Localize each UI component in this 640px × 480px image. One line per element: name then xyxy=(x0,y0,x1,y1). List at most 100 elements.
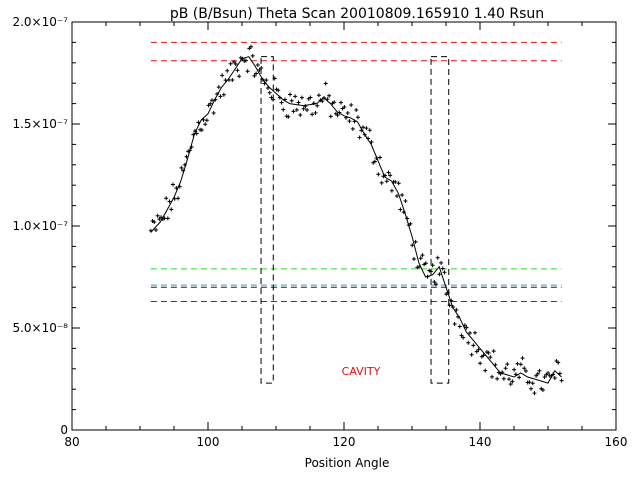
data-point xyxy=(522,366,527,371)
data-point xyxy=(478,361,483,366)
data-point xyxy=(501,376,506,381)
data-point xyxy=(349,103,354,108)
data-point xyxy=(411,256,416,261)
data-point xyxy=(221,92,226,97)
data-point xyxy=(254,71,259,76)
data-point xyxy=(527,380,532,385)
data-point xyxy=(423,261,428,266)
data-point xyxy=(503,366,508,371)
data-point xyxy=(293,94,298,99)
data-point xyxy=(259,66,264,71)
data-point xyxy=(510,379,515,384)
data-point xyxy=(413,239,418,244)
data-point xyxy=(481,353,486,358)
data-point xyxy=(235,68,240,73)
x-tick-label: 140 xyxy=(469,435,492,449)
data-point xyxy=(556,360,561,365)
data-point xyxy=(432,280,437,285)
data-point xyxy=(332,100,337,105)
data-point xyxy=(537,368,542,373)
data-point xyxy=(379,180,384,185)
data-point xyxy=(534,373,539,378)
data-point xyxy=(208,101,213,106)
data-point xyxy=(523,369,528,374)
data-point xyxy=(367,128,372,133)
data-point xyxy=(388,173,393,178)
reference-lines xyxy=(150,41,562,302)
data-point xyxy=(289,98,294,103)
data-point xyxy=(454,307,459,312)
cavity-annotation: CAVITY xyxy=(342,365,381,378)
data-point xyxy=(420,253,425,258)
y-tick-label: 1.0×10⁻⁷ xyxy=(12,219,68,233)
data-point xyxy=(467,331,472,336)
data-point xyxy=(233,61,238,66)
data-point xyxy=(165,216,170,221)
data-point xyxy=(505,362,510,367)
data-point xyxy=(400,192,405,197)
data-point xyxy=(269,95,274,100)
x-tick-label: 120 xyxy=(333,435,356,449)
cavity-region-box xyxy=(260,56,274,384)
data-point xyxy=(216,85,221,90)
data-point xyxy=(350,126,355,131)
data-point xyxy=(288,92,293,97)
data-point xyxy=(272,76,277,81)
data-point xyxy=(434,282,439,287)
data-point xyxy=(218,94,223,99)
data-point xyxy=(435,255,440,260)
data-point xyxy=(225,68,230,73)
data-point xyxy=(323,81,328,86)
data-point xyxy=(518,362,523,367)
data-point xyxy=(466,340,471,345)
chart-title: pB (B/Bsun) Theta Scan 20010809.165910 1… xyxy=(170,6,544,22)
data-point xyxy=(228,61,233,66)
data-point xyxy=(164,196,169,201)
data-point xyxy=(552,375,557,380)
data-point xyxy=(243,58,248,63)
data-point xyxy=(361,125,366,130)
data-point xyxy=(335,113,340,118)
data-point xyxy=(199,127,204,132)
y-tick-label: 5.0×10⁻⁸ xyxy=(12,321,68,335)
data-point xyxy=(520,356,525,361)
data-point xyxy=(439,260,444,265)
data-point xyxy=(308,95,313,100)
data-point xyxy=(559,378,564,383)
data-point xyxy=(410,243,415,248)
data-point xyxy=(313,110,318,115)
data-point xyxy=(299,95,304,100)
data-point xyxy=(211,110,216,115)
data-point xyxy=(167,199,172,204)
data-point xyxy=(515,361,520,366)
data-point xyxy=(506,377,511,382)
data-point xyxy=(252,73,257,78)
data-point xyxy=(347,119,352,124)
region-boxes xyxy=(260,56,450,384)
x-tick-label: 160 xyxy=(605,435,628,449)
data-point xyxy=(230,77,235,82)
y-tick-label: 2.0×10⁻⁷ xyxy=(12,15,68,29)
data-point xyxy=(430,263,435,268)
data-point xyxy=(345,111,350,116)
data-point xyxy=(315,103,320,108)
data-point xyxy=(408,221,413,226)
data-point xyxy=(264,78,269,83)
data-point xyxy=(473,330,478,335)
data-point xyxy=(495,376,500,381)
y-tick-label: 0 xyxy=(60,423,68,437)
data-point xyxy=(461,335,466,340)
data-point xyxy=(442,270,447,275)
y-axis-ticks: 0 5.0×10⁻⁸ 1.0×10⁻⁷ 1.5×10⁻⁷ 2.0×10⁻⁷ xyxy=(12,15,616,437)
data-point xyxy=(327,93,332,98)
data-point xyxy=(276,88,281,93)
data-point xyxy=(428,269,433,274)
data-point xyxy=(342,104,347,109)
data-point xyxy=(320,99,325,104)
data-point xyxy=(508,382,513,387)
data-point xyxy=(194,131,199,136)
data-point xyxy=(535,371,540,376)
data-point xyxy=(403,198,408,203)
data-point xyxy=(376,172,381,177)
